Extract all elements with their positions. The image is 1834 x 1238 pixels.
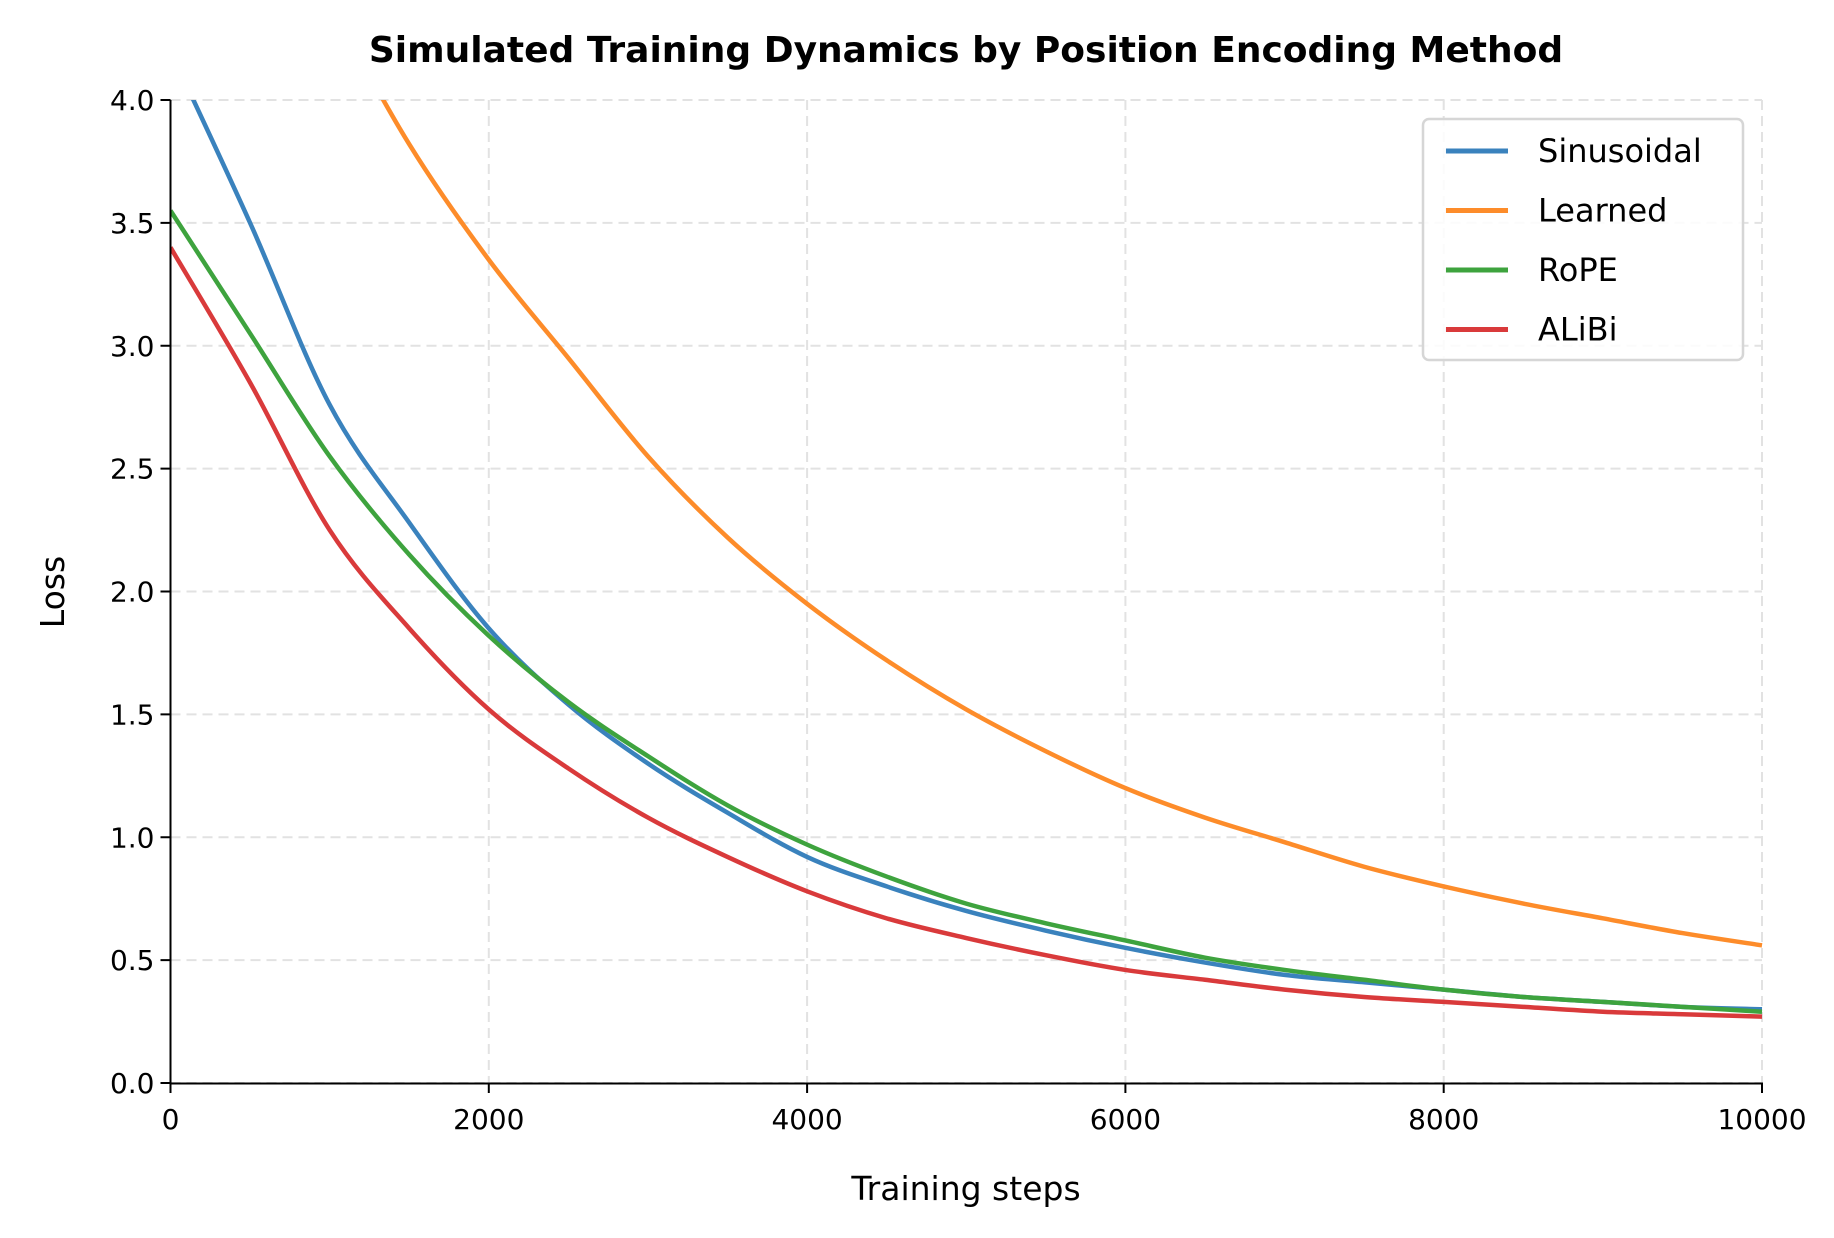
x-tick-label: 6000 [1090,1103,1161,1136]
x-axis-label: Training steps [850,1169,1080,1208]
legend-box [1421,117,1745,362]
chart-title: Simulated Training Dynamics by Position … [369,30,1563,71]
y-tick-label: 3.5 [110,207,155,240]
series-group [170,100,1763,1019]
y-tick-label: 4.0 [110,84,155,117]
legend-label: Sinusoidal [1538,132,1702,170]
x-tick-label: 2000 [453,1103,524,1136]
x-tick-label: 10000 [1717,1103,1806,1136]
series-line-alibi [170,246,1763,1019]
x-ticks: 0 2000 4000 6000 8000 10000 [162,1083,1807,1136]
legend-label: Learned [1538,192,1667,230]
x-tick-label: 0 [162,1103,180,1136]
y-ticks: 0.0 0.5 1.0 1.5 2.0 2.5 3.0 3.5 4.0 [110,84,171,1100]
legend-label: ALiBi [1538,311,1617,349]
y-tick-label: 2.0 [110,576,155,609]
y-tick-label: 2.5 [110,453,155,486]
y-tick-label: 1.0 [110,821,155,854]
legend: Sinusoidal Learned RoPE ALiBi [1421,117,1745,362]
series-line-rope [170,209,1763,1014]
x-tick-label: 4000 [771,1103,842,1136]
y-axis-label: Loss [33,556,72,628]
y-tick-label: 0.0 [110,1067,155,1100]
y-tick-label: 1.5 [110,698,155,731]
x-tick-label: 8000 [1408,1103,1479,1136]
legend-label: RoPE [1538,251,1618,289]
series-line-learned [380,100,1763,948]
y-tick-label: 3.0 [110,330,155,363]
y-tick-label: 0.5 [110,944,155,977]
